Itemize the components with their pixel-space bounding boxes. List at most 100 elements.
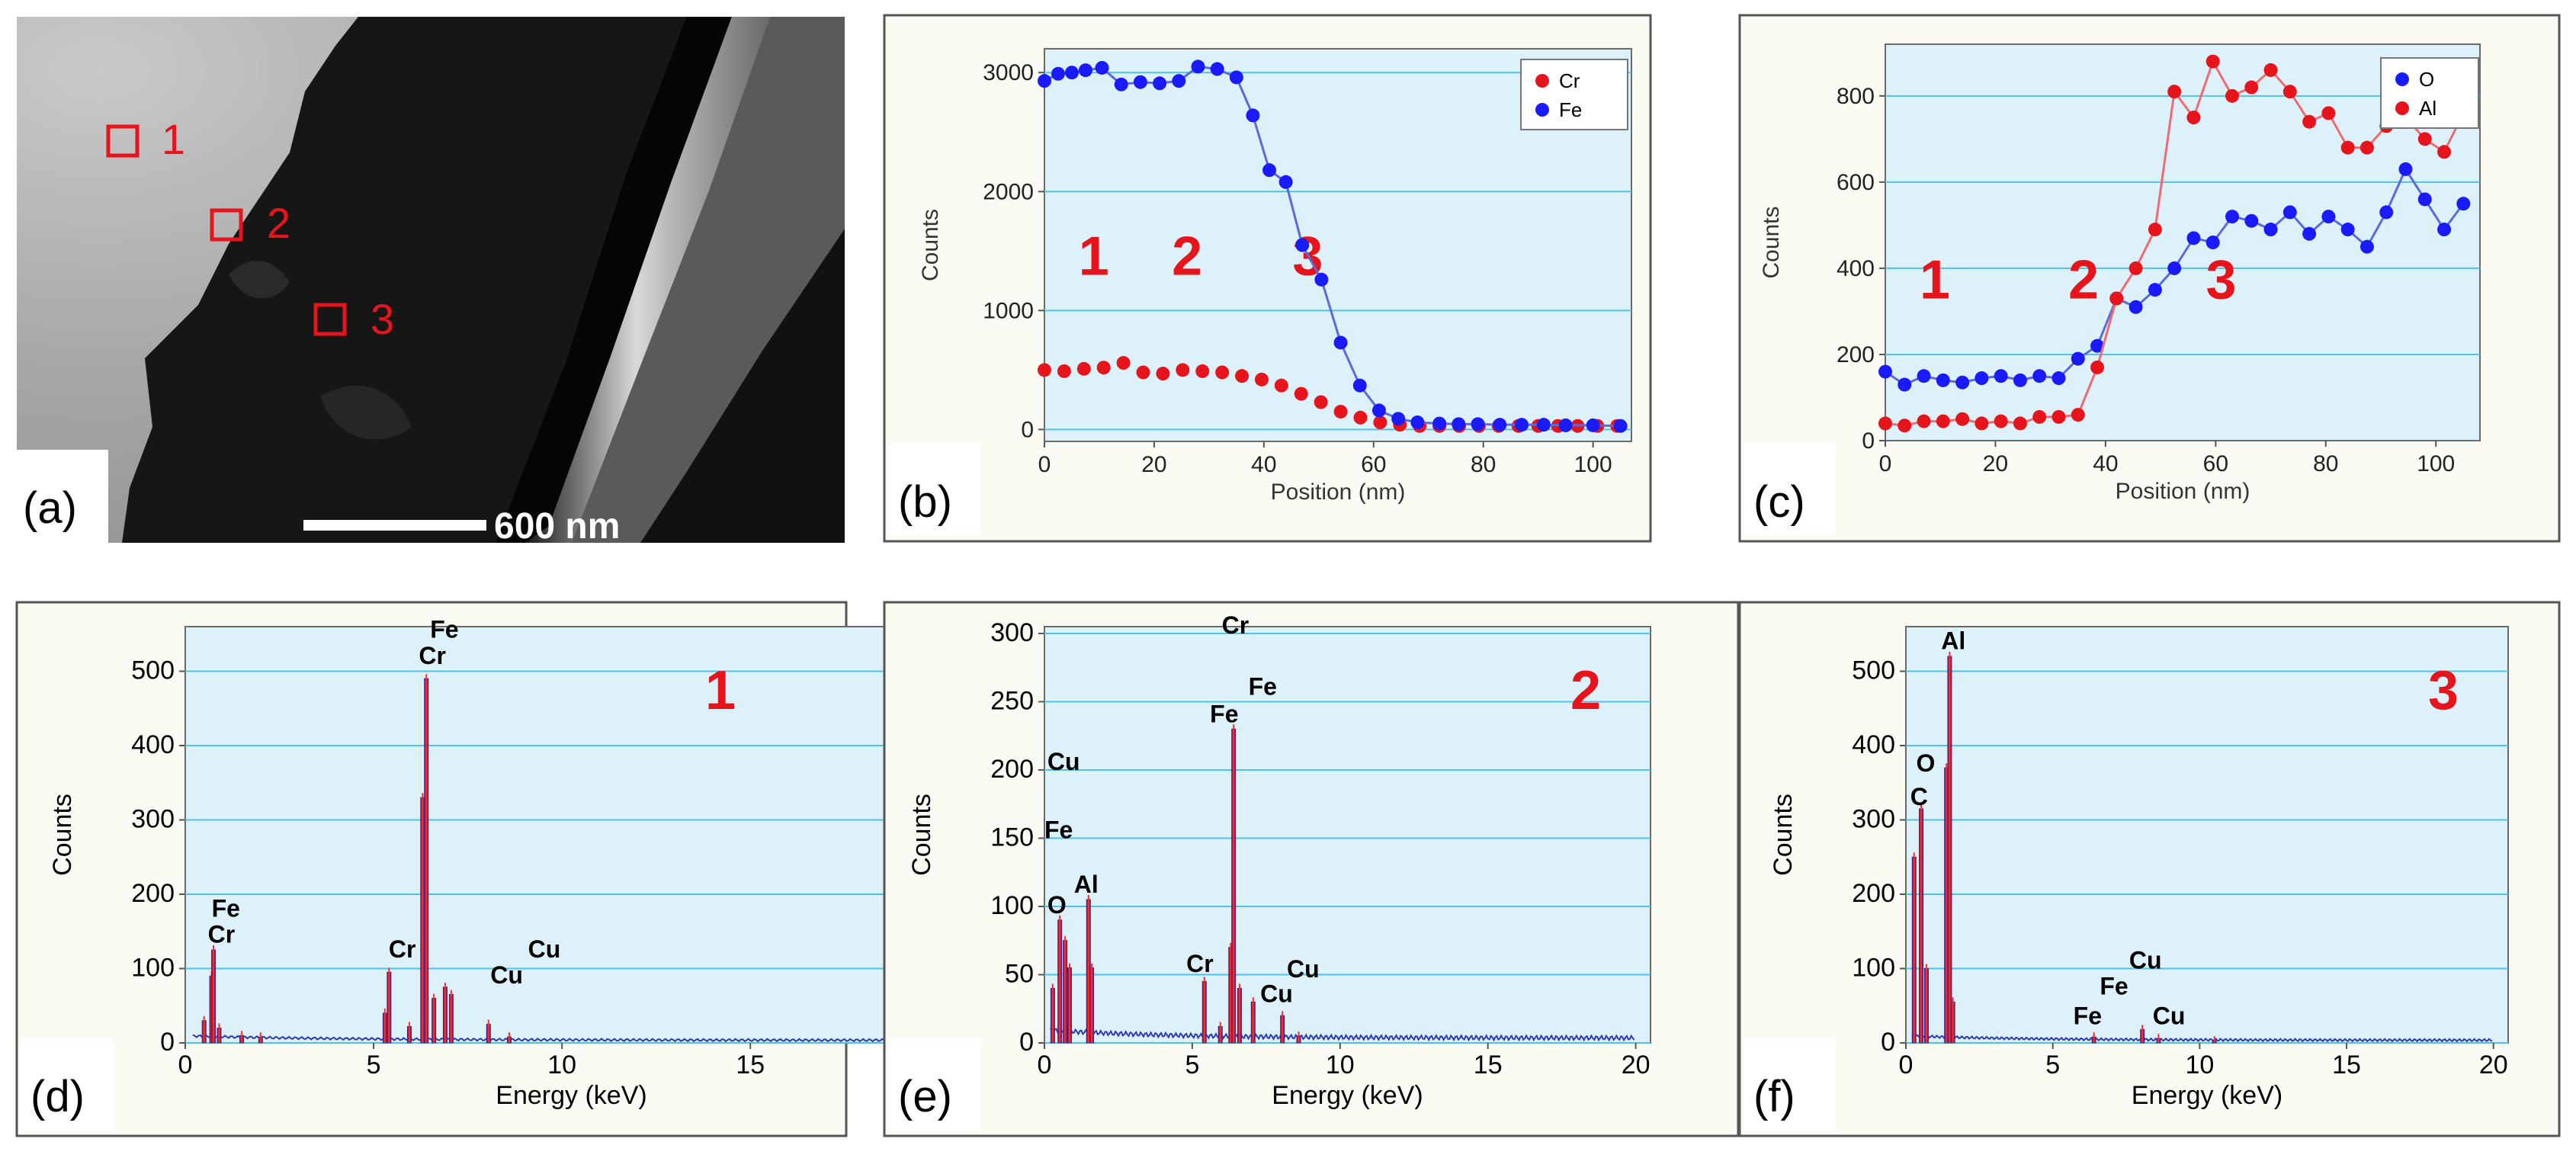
y-tick-label: 3000 xyxy=(983,60,1034,85)
x-tick-label: 0 xyxy=(1899,1051,1914,1079)
scale-bar xyxy=(303,520,486,531)
region-label-3: 3 xyxy=(2206,249,2237,310)
x-tick-label: 0 xyxy=(178,1051,193,1079)
point-o xyxy=(2244,213,2259,228)
y-tick-label: 200 xyxy=(990,755,1034,784)
marker-box-2 xyxy=(210,208,243,242)
y-tick-label: 800 xyxy=(1837,84,1875,109)
x-axis-label: Energy (keV) xyxy=(2132,1081,2282,1110)
point-al xyxy=(2321,106,2336,120)
point-al xyxy=(2302,114,2317,129)
panel-letter-b: (b) xyxy=(898,477,952,527)
element-label-cu: Cu xyxy=(1047,748,1080,775)
y-tick-label: 0 xyxy=(160,1028,175,1057)
y-tick-label: 300 xyxy=(131,805,175,834)
oxide-band xyxy=(526,17,770,543)
region-label-2: 2 xyxy=(2068,249,2099,310)
point-al xyxy=(2167,85,2182,99)
point-cr xyxy=(1254,372,1269,387)
point-o xyxy=(2186,231,2201,245)
element-label-al: Al xyxy=(1074,871,1099,898)
panel-letter-box xyxy=(889,444,980,535)
point-cr xyxy=(1294,387,1308,401)
x-tick-label: 60 xyxy=(2203,451,2228,476)
point-fe xyxy=(1229,70,1243,85)
element-label-cr: Cr xyxy=(1186,950,1214,977)
point-al xyxy=(2109,291,2124,306)
x-tick-label: 0 xyxy=(1038,452,1051,477)
point-fe xyxy=(1333,335,1348,350)
y-axis-label: Counts xyxy=(48,794,77,876)
plot-area xyxy=(184,626,958,1044)
legend-marker-fe xyxy=(1535,103,1549,117)
point-fe xyxy=(1295,238,1310,252)
point-fe xyxy=(1613,419,1628,433)
marker-label-1: 1 xyxy=(162,115,185,163)
plot-area xyxy=(1905,626,2509,1044)
y-tick-label: 500 xyxy=(1852,656,1895,685)
x-tick-label: 40 xyxy=(2093,451,2118,476)
point-fe xyxy=(1432,416,1447,431)
x-tick-label: 10 xyxy=(547,1051,576,1079)
point-al xyxy=(2032,409,2047,424)
point-fe xyxy=(1558,418,1573,432)
point-fe xyxy=(1095,60,1109,75)
element-label-cu: Cu xyxy=(528,935,561,963)
point-o xyxy=(2128,300,2143,314)
point-o xyxy=(2167,261,2182,275)
x-tick-label: 100 xyxy=(2417,451,2455,476)
point-al xyxy=(1955,412,1970,426)
point-o xyxy=(2359,239,2374,254)
point-al xyxy=(2244,80,2259,95)
point-o xyxy=(1955,375,1970,390)
x-tick-label: 60 xyxy=(1361,452,1386,477)
point-fe xyxy=(1133,75,1147,89)
point-fe xyxy=(1210,62,1224,76)
panel-letter-e: (e) xyxy=(898,1072,952,1121)
point-fe xyxy=(1278,175,1293,189)
point-o xyxy=(1975,371,1989,386)
point-al xyxy=(2225,88,2239,103)
point-al xyxy=(2417,132,2432,146)
element-label-fe: Fe xyxy=(2074,1002,2102,1030)
point-cr xyxy=(1373,415,1387,430)
point-cr xyxy=(1195,364,1210,378)
x-tick-label: 0 xyxy=(1879,451,1892,476)
point-cr xyxy=(1314,395,1328,409)
point-cr xyxy=(1136,365,1150,380)
point-al xyxy=(2359,140,2374,155)
point-cr xyxy=(1176,363,1190,377)
y-axis-label: Counts xyxy=(1769,794,1798,876)
element-label-o: O xyxy=(1047,891,1067,919)
point-fe xyxy=(1051,66,1065,81)
x-axis-label: Position (nm) xyxy=(1271,480,1406,505)
panel-letter-box xyxy=(21,1038,113,1130)
y-tick-label: 100 xyxy=(131,954,175,983)
point-al xyxy=(2128,261,2143,275)
point-o xyxy=(1917,369,1931,383)
point-cr xyxy=(1096,361,1111,375)
y-axis-label: Counts xyxy=(1759,206,1784,278)
x-tick-label: 80 xyxy=(2313,451,2338,476)
point-o xyxy=(2225,210,2239,224)
point-fe xyxy=(1191,59,1205,74)
y-axis-label: Counts xyxy=(918,209,943,281)
point-o xyxy=(2051,371,2066,386)
point-o xyxy=(1994,369,2008,383)
y-tick-label: 200 xyxy=(1852,879,1895,908)
element-label-fe: Fe xyxy=(430,616,458,643)
grain xyxy=(229,260,290,299)
point-o xyxy=(2379,205,2394,220)
point-fe xyxy=(1314,272,1329,287)
point-al xyxy=(1878,416,1892,431)
y-tick-label: 0 xyxy=(1881,1028,1895,1057)
marker-box-3 xyxy=(313,303,347,336)
x-tick-label: 20 xyxy=(1141,452,1166,477)
grain xyxy=(320,385,412,440)
point-fe xyxy=(1078,63,1092,78)
y-tick-label: 0 xyxy=(1862,428,1875,454)
panel-letter-box xyxy=(1744,444,1836,535)
point-fe xyxy=(1371,403,1386,418)
